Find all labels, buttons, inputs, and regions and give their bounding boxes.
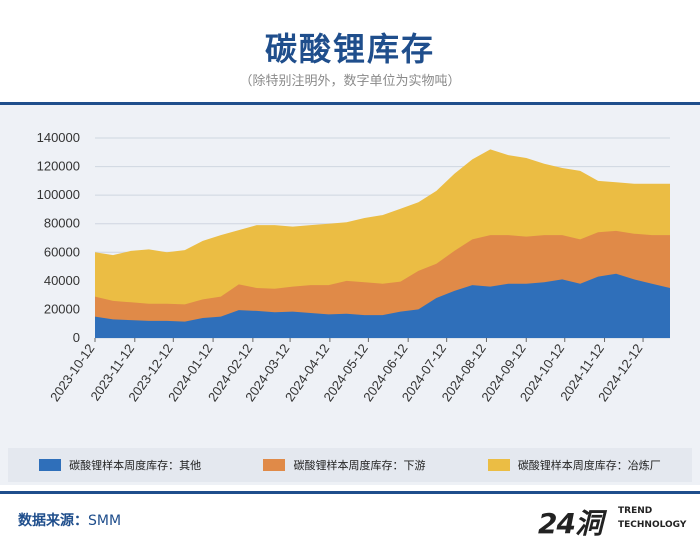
area-series-0 — [95, 273, 670, 338]
logo-text-trend: TREND — [618, 506, 653, 516]
legend-swatch-smelter — [487, 459, 510, 471]
y-tick-label-40000: 40000 — [44, 273, 80, 288]
bottom-divider — [0, 491, 700, 494]
chart-subtitle: （除特别注明外，数字单位为实物吨） — [239, 74, 461, 89]
logo-mark: 24洞 — [538, 507, 603, 540]
area-layers — [95, 149, 670, 338]
legend-label-downstream: 碳酸锂样本周度库存：下游 — [293, 459, 426, 472]
legend-item-smelter: 碳酸锂样本周度库存：冶炼厂 — [487, 457, 661, 473]
stacked-area-chart: 020000400006000080000100000120000140000 … — [37, 130, 670, 404]
top-divider — [0, 102, 700, 105]
y-tick-label-120000: 120000 — [37, 159, 80, 174]
data-source-value: SMM — [88, 513, 122, 529]
legend-swatch-downstream — [263, 459, 286, 471]
data-source-label: 数据来源： — [18, 513, 88, 529]
y-tick-label-140000: 140000 — [37, 130, 80, 145]
legend-label-smelter: 碳酸锂样本周度库存：冶炼厂 — [517, 459, 661, 472]
logo-text-technology: TECHNOLOGY — [618, 520, 687, 530]
y-tick-label-20000: 20000 — [44, 301, 80, 316]
y-tick-label-100000: 100000 — [37, 187, 80, 202]
y-tick-label-60000: 60000 — [44, 244, 80, 259]
legend-label-others: 碳酸锂样本周度库存：其他 — [69, 459, 202, 472]
legend-swatch-others — [39, 459, 62, 471]
chart-legend: 碳酸锂样本周度库存：其他 碳酸锂样本周度库存：下游 碳酸锂样本周度库存：冶炼厂 — [8, 448, 692, 482]
y-axis-ticks: 0 20000 40000 60000 80000 100000 120000 140000 — [37, 130, 80, 345]
data-source: 数据来源：SMM — [18, 510, 121, 530]
y-tick-label-0: 0 — [73, 330, 80, 345]
x-axis-ticks: 2023-10-122023-11-122023-12-122024-01-12… — [47, 338, 646, 404]
chart-title: 碳酸锂库存 — [264, 30, 435, 68]
legend-item-downstream: 碳酸锂样本周度库存：下游 — [263, 457, 425, 473]
brand-logo: 24洞 TREND TECHNOLOGY — [538, 500, 688, 540]
legend-item-others: 碳酸锂样本周度库存：其他 — [39, 457, 201, 473]
y-tick-label-80000: 80000 — [44, 216, 80, 231]
